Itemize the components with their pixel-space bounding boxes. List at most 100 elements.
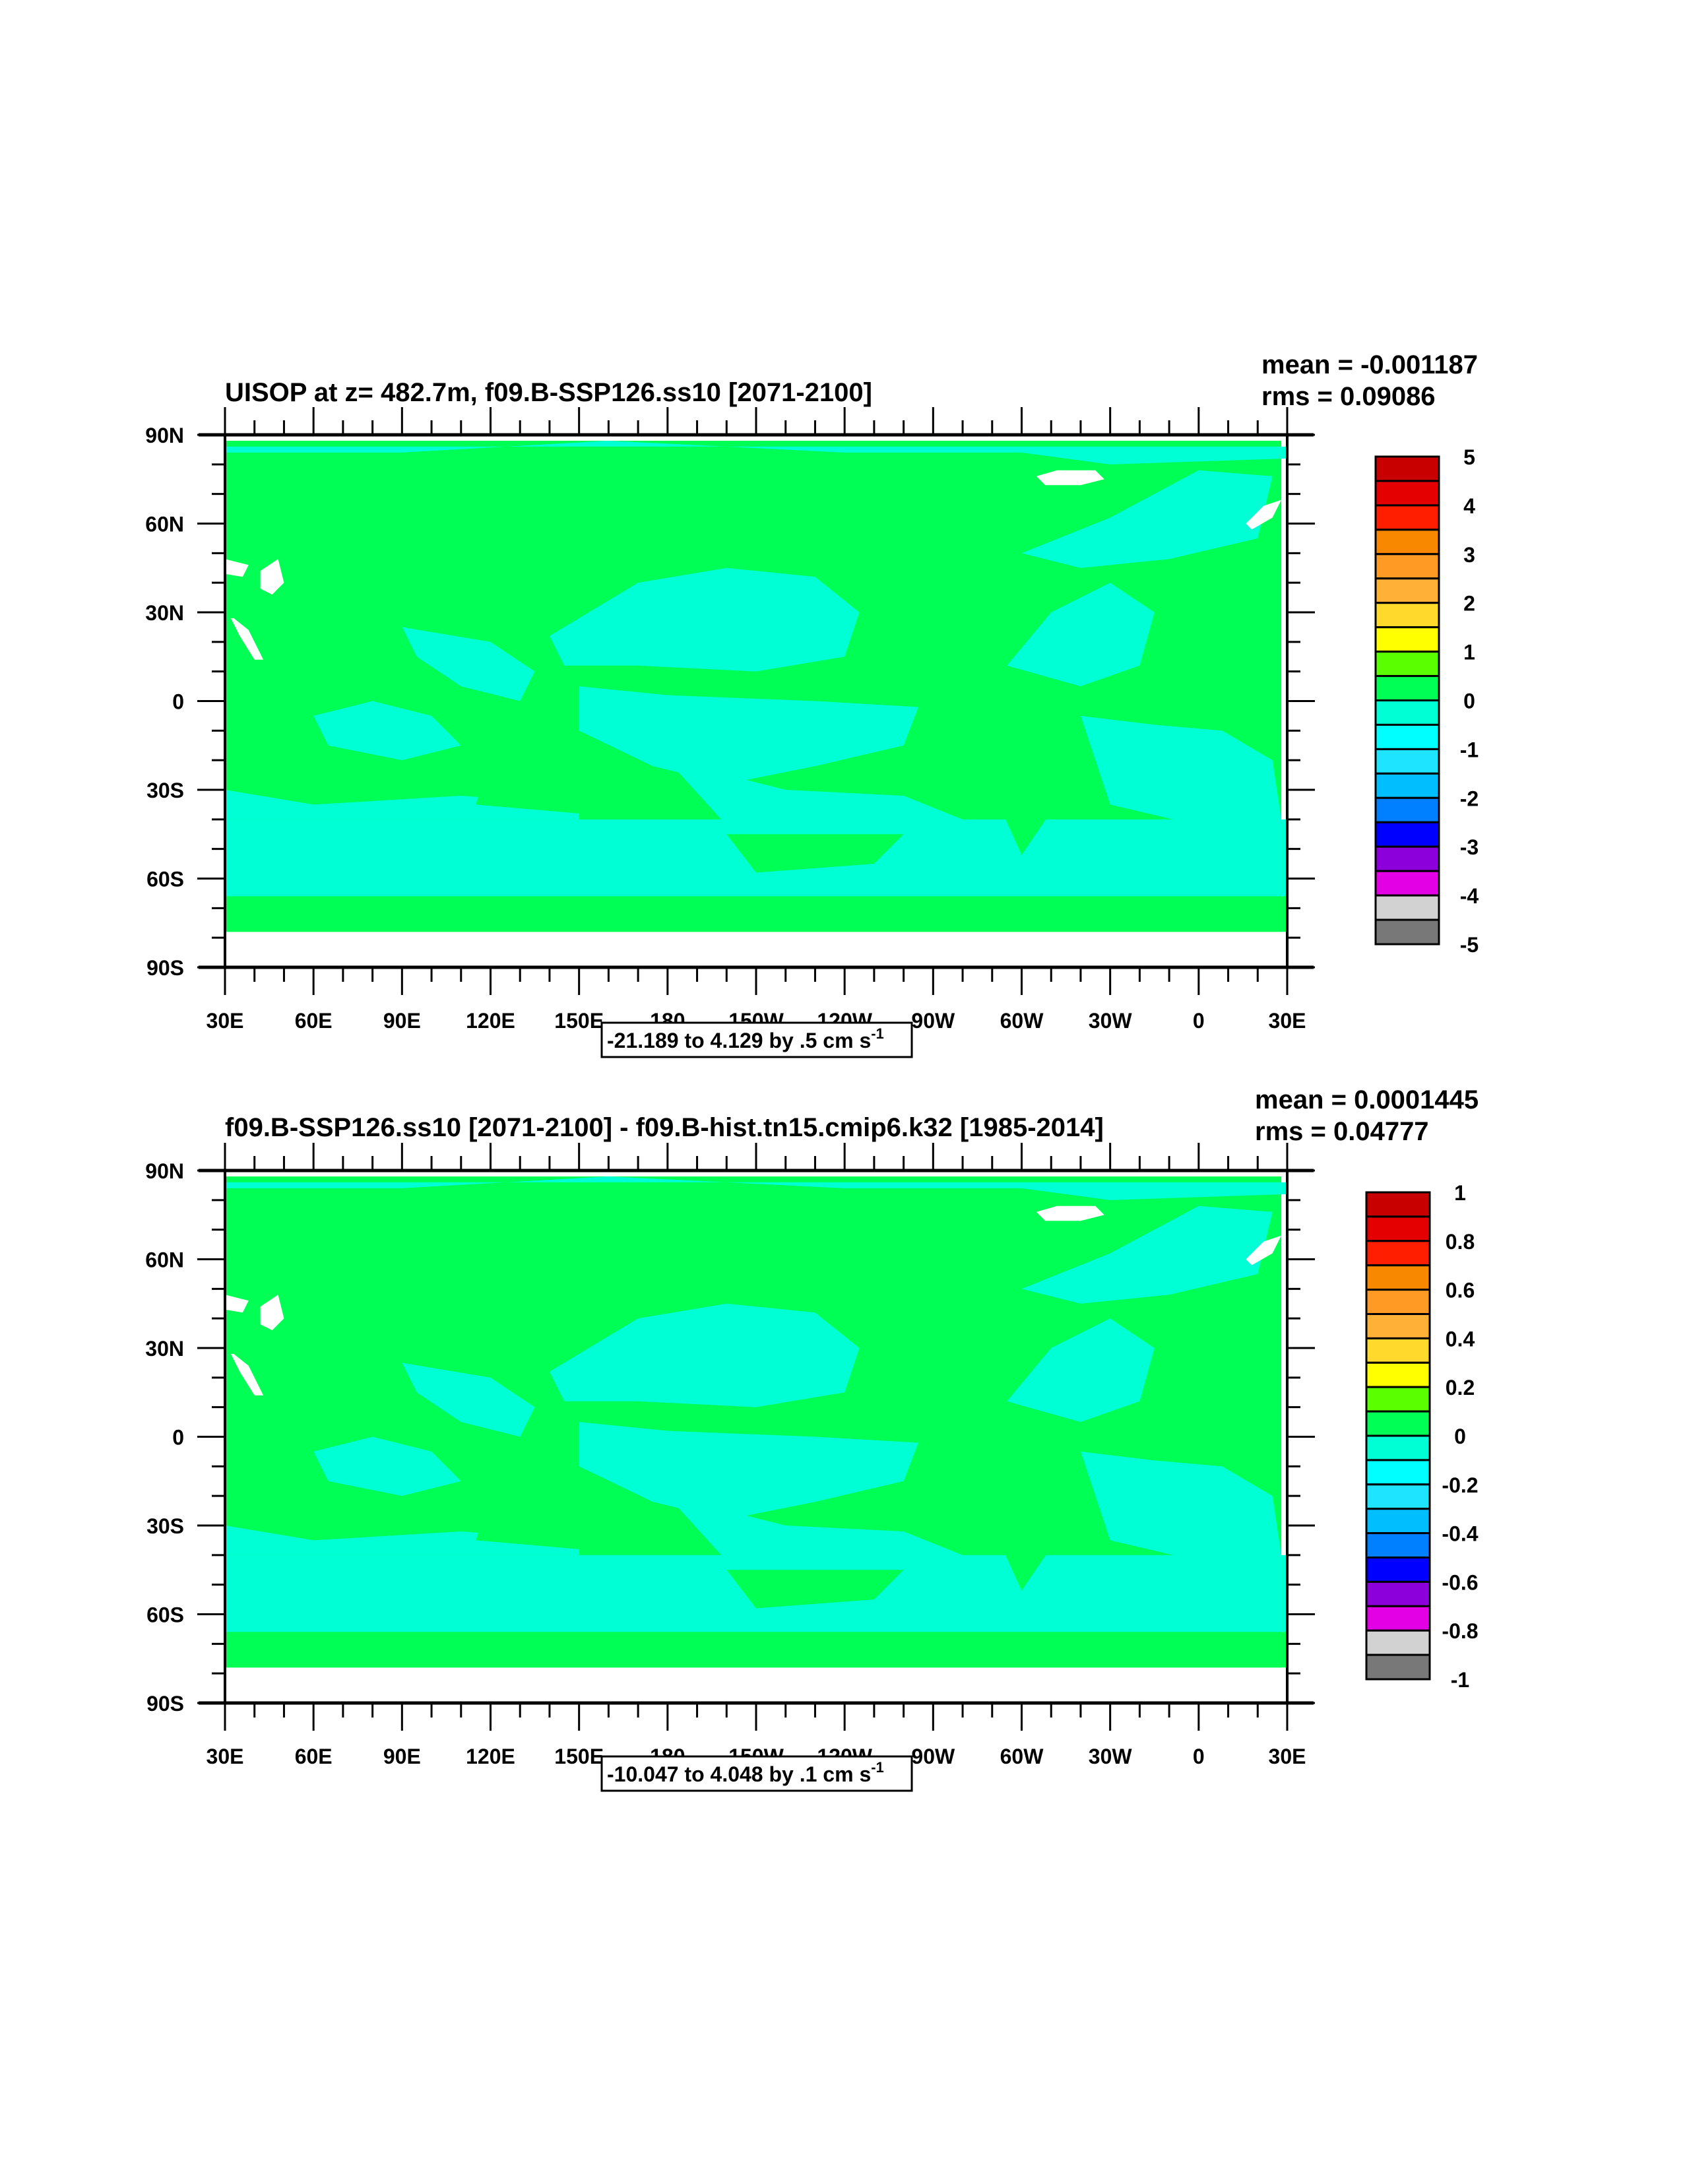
colorbar-box xyxy=(1374,918,1440,946)
field-ocean-cyan xyxy=(579,686,918,785)
panel-2: 30E60E90E120E150E180150W120W90W60W30W030… xyxy=(145,1085,1479,1792)
field-ocean-cyan xyxy=(313,1436,461,1496)
colorbar-box xyxy=(1374,675,1440,702)
colorbar-label: -0.6 xyxy=(1442,1570,1478,1594)
field-missing-white xyxy=(230,618,264,660)
colorbar-box xyxy=(1365,1580,1431,1607)
colorbar-box xyxy=(1374,455,1440,482)
colorbar-box xyxy=(1365,1410,1431,1437)
rms-label: rms = 0.04777 xyxy=(1255,1117,1429,1146)
range-text: -10.047 to 4.048 by .1 cm s xyxy=(607,1762,871,1786)
field-missing-white xyxy=(1246,1235,1282,1266)
field-green-patch xyxy=(225,896,1287,932)
field-ocean-cyan xyxy=(225,440,1287,465)
colorbar-box xyxy=(1374,504,1440,531)
x-tick-label: 60E xyxy=(295,1009,333,1033)
colorbar-box xyxy=(1374,699,1440,726)
colorbar-label: 1 xyxy=(1463,641,1475,664)
colorbar-box xyxy=(1374,723,1440,750)
colorbar-box xyxy=(1374,772,1440,799)
y-tick-label: 0 xyxy=(172,1426,184,1450)
y-tick-label: 60S xyxy=(146,868,184,891)
y-tick-label: 90N xyxy=(145,1159,184,1183)
field-ocean-cyan xyxy=(402,627,535,701)
colorbar-box xyxy=(1374,894,1440,921)
x-tick-label: 150E xyxy=(554,1009,604,1033)
colorbar-box xyxy=(1374,529,1440,556)
range-box xyxy=(600,1021,913,1058)
colorbar-box xyxy=(1374,748,1440,775)
colorbar-label: 3 xyxy=(1463,543,1475,567)
colorbar-box xyxy=(1365,1483,1431,1510)
panel-1: 30E 60E 90E 120E 150E 180 150W 120W 90W 60W 30W 0 30… xyxy=(145,350,1479,1058)
colorbar-box xyxy=(1365,1386,1431,1413)
y-tick-label: 60N xyxy=(145,1248,184,1272)
y-tick-label: 30S xyxy=(146,1514,184,1538)
y-tick-label: 60S xyxy=(146,1603,184,1627)
field-missing-white xyxy=(1036,1205,1104,1221)
colorbar-box xyxy=(1374,845,1440,872)
x-tick-label: 30W xyxy=(1089,1745,1133,1768)
field-ocean-cyan xyxy=(1080,715,1282,825)
range-unit-sup: -1 xyxy=(871,1025,884,1042)
y-tick-label: 60N xyxy=(145,513,184,536)
colorbar-label: -2 xyxy=(1460,787,1479,810)
colorbar-label: 5 xyxy=(1463,445,1475,469)
colorbar-box xyxy=(1365,1313,1431,1339)
colorbar-box xyxy=(1374,480,1440,507)
colorbar-label: 4 xyxy=(1463,494,1475,518)
colorbar-label: 0 xyxy=(1454,1425,1466,1448)
colorbar-label: 2 xyxy=(1463,592,1475,616)
x-tick-label: 30W xyxy=(1089,1009,1133,1033)
colorbar-box xyxy=(1374,870,1440,897)
y-tick-label: 30N xyxy=(145,1337,184,1361)
y-tick-label: 30S xyxy=(146,779,184,802)
field-ocean-cyan xyxy=(549,1303,860,1407)
colorbar-label: 0.2 xyxy=(1446,1376,1475,1399)
x-tick-label: 90W xyxy=(911,1745,955,1768)
range-text: -21.189 to 4.129 by .5 cm s xyxy=(607,1029,871,1052)
plot-title: f09.B-SSP126.ss10 [2071-2100] - f09.B-hi… xyxy=(225,1113,1104,1142)
field-green-patch xyxy=(977,1451,1081,1591)
field-ocean-cyan xyxy=(549,567,860,672)
range-box xyxy=(600,1755,913,1792)
field-ocean-cyan xyxy=(313,701,461,761)
field-ocean-cyan xyxy=(667,1496,963,1570)
field-missing-white xyxy=(260,1295,284,1331)
field-green-patch xyxy=(476,1472,579,1549)
x-tick-label: 90E xyxy=(383,1009,421,1033)
y-tick-label: 90N xyxy=(145,424,184,447)
field-ocean-cyan xyxy=(579,1422,918,1520)
colorbar-box xyxy=(1365,1654,1431,1681)
y-tick-label: 0 xyxy=(172,690,184,714)
field-ocean-cyan xyxy=(402,1363,535,1437)
field-ocean-cyan xyxy=(225,1526,579,1555)
colorbar-box xyxy=(1365,1434,1431,1461)
colorbar-box xyxy=(1365,1532,1431,1559)
x-tick-label: 60W xyxy=(1000,1009,1044,1033)
colorbar-box xyxy=(1374,602,1440,629)
field-ocean-cyan xyxy=(1021,470,1273,568)
range-label: -10.047 to 4.048 by .1 cm s-1 xyxy=(607,1759,884,1786)
range-label: -21.189 to 4.129 by .5 cm s-1 xyxy=(607,1025,884,1052)
field-green-patch xyxy=(476,736,579,814)
colorbar-label: 0.8 xyxy=(1446,1230,1475,1254)
x-tick-label: 150E xyxy=(554,1745,604,1768)
field-ocean-cyan xyxy=(1007,1318,1155,1423)
colorbar-label: -3 xyxy=(1460,835,1479,859)
colorbar-box xyxy=(1365,1508,1431,1535)
colorbar-box xyxy=(1365,1361,1431,1388)
colorbar-label: 0.6 xyxy=(1446,1279,1475,1302)
colorbar-box xyxy=(1365,1240,1431,1267)
field-ocean-cyan xyxy=(667,760,963,835)
colorbar-box xyxy=(1365,1605,1431,1632)
colorbar-box xyxy=(1374,553,1440,580)
field-missing-white xyxy=(1036,470,1104,486)
field-missing-white xyxy=(1246,499,1282,530)
colorbar-box xyxy=(1365,1557,1431,1583)
field-ocean-cyan xyxy=(1021,1205,1273,1304)
colorbar-box xyxy=(1365,1629,1431,1656)
colorbar-label: -5 xyxy=(1460,933,1479,957)
mean-label: mean = 0.0001445 xyxy=(1255,1085,1479,1114)
field-missing-white xyxy=(230,1353,264,1396)
